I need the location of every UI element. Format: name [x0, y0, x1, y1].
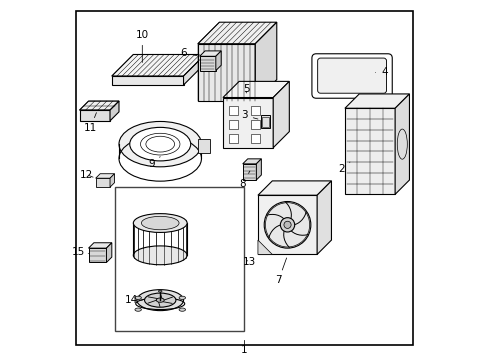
Polygon shape: [242, 159, 261, 164]
Polygon shape: [88, 243, 112, 248]
Text: 10: 10: [136, 30, 148, 63]
Polygon shape: [80, 101, 119, 110]
Polygon shape: [199, 56, 215, 71]
Polygon shape: [344, 94, 408, 108]
Bar: [250, 107, 260, 116]
Ellipse shape: [179, 308, 185, 311]
Ellipse shape: [135, 296, 141, 300]
Polygon shape: [80, 110, 110, 121]
Ellipse shape: [133, 213, 187, 233]
Polygon shape: [198, 44, 255, 101]
Polygon shape: [394, 94, 408, 194]
Text: 3: 3: [241, 111, 258, 121]
Text: 15: 15: [72, 247, 88, 257]
Polygon shape: [258, 181, 331, 195]
Text: 11: 11: [83, 113, 97, 133]
Ellipse shape: [141, 216, 179, 230]
Polygon shape: [242, 164, 256, 180]
Polygon shape: [223, 98, 273, 148]
FancyBboxPatch shape: [311, 54, 391, 98]
Polygon shape: [112, 54, 204, 76]
Text: 1: 1: [241, 345, 247, 355]
Polygon shape: [183, 54, 204, 85]
Text: 5: 5: [243, 84, 249, 94]
Polygon shape: [258, 240, 272, 255]
Polygon shape: [256, 159, 261, 180]
Bar: [198, 139, 210, 153]
Bar: [115, 187, 244, 330]
FancyBboxPatch shape: [317, 58, 386, 93]
Polygon shape: [215, 51, 221, 71]
Text: 7: 7: [275, 258, 286, 285]
Bar: [229, 120, 238, 129]
Bar: [250, 134, 260, 143]
Polygon shape: [110, 174, 114, 187]
Polygon shape: [199, 51, 221, 56]
Polygon shape: [106, 243, 112, 262]
Polygon shape: [317, 181, 331, 255]
Text: 14: 14: [124, 295, 142, 305]
Circle shape: [264, 202, 310, 248]
Bar: [250, 120, 260, 129]
Text: 8: 8: [239, 171, 249, 189]
Text: 4: 4: [375, 67, 387, 77]
Polygon shape: [198, 22, 276, 44]
Ellipse shape: [179, 296, 185, 300]
Polygon shape: [273, 81, 289, 148]
Polygon shape: [258, 195, 317, 255]
Ellipse shape: [158, 290, 162, 292]
Polygon shape: [255, 22, 276, 101]
Polygon shape: [112, 76, 183, 85]
Ellipse shape: [119, 121, 201, 167]
Circle shape: [284, 221, 290, 228]
Ellipse shape: [133, 246, 187, 265]
Text: 12: 12: [80, 170, 93, 180]
Polygon shape: [88, 248, 106, 262]
Polygon shape: [96, 174, 114, 178]
Circle shape: [280, 218, 294, 232]
Ellipse shape: [156, 298, 164, 302]
Polygon shape: [223, 81, 289, 98]
Ellipse shape: [129, 127, 190, 161]
Bar: [229, 107, 238, 116]
Text: 9: 9: [148, 157, 160, 169]
Bar: [261, 117, 268, 127]
Polygon shape: [110, 101, 119, 121]
Text: 2: 2: [337, 162, 349, 174]
Polygon shape: [344, 108, 394, 194]
Text: 13: 13: [243, 257, 256, 267]
Ellipse shape: [137, 290, 183, 311]
Text: 6: 6: [180, 48, 197, 58]
Ellipse shape: [135, 308, 141, 311]
Polygon shape: [96, 178, 110, 187]
Bar: [260, 116, 269, 128]
Bar: [229, 134, 238, 143]
Ellipse shape: [144, 293, 176, 307]
